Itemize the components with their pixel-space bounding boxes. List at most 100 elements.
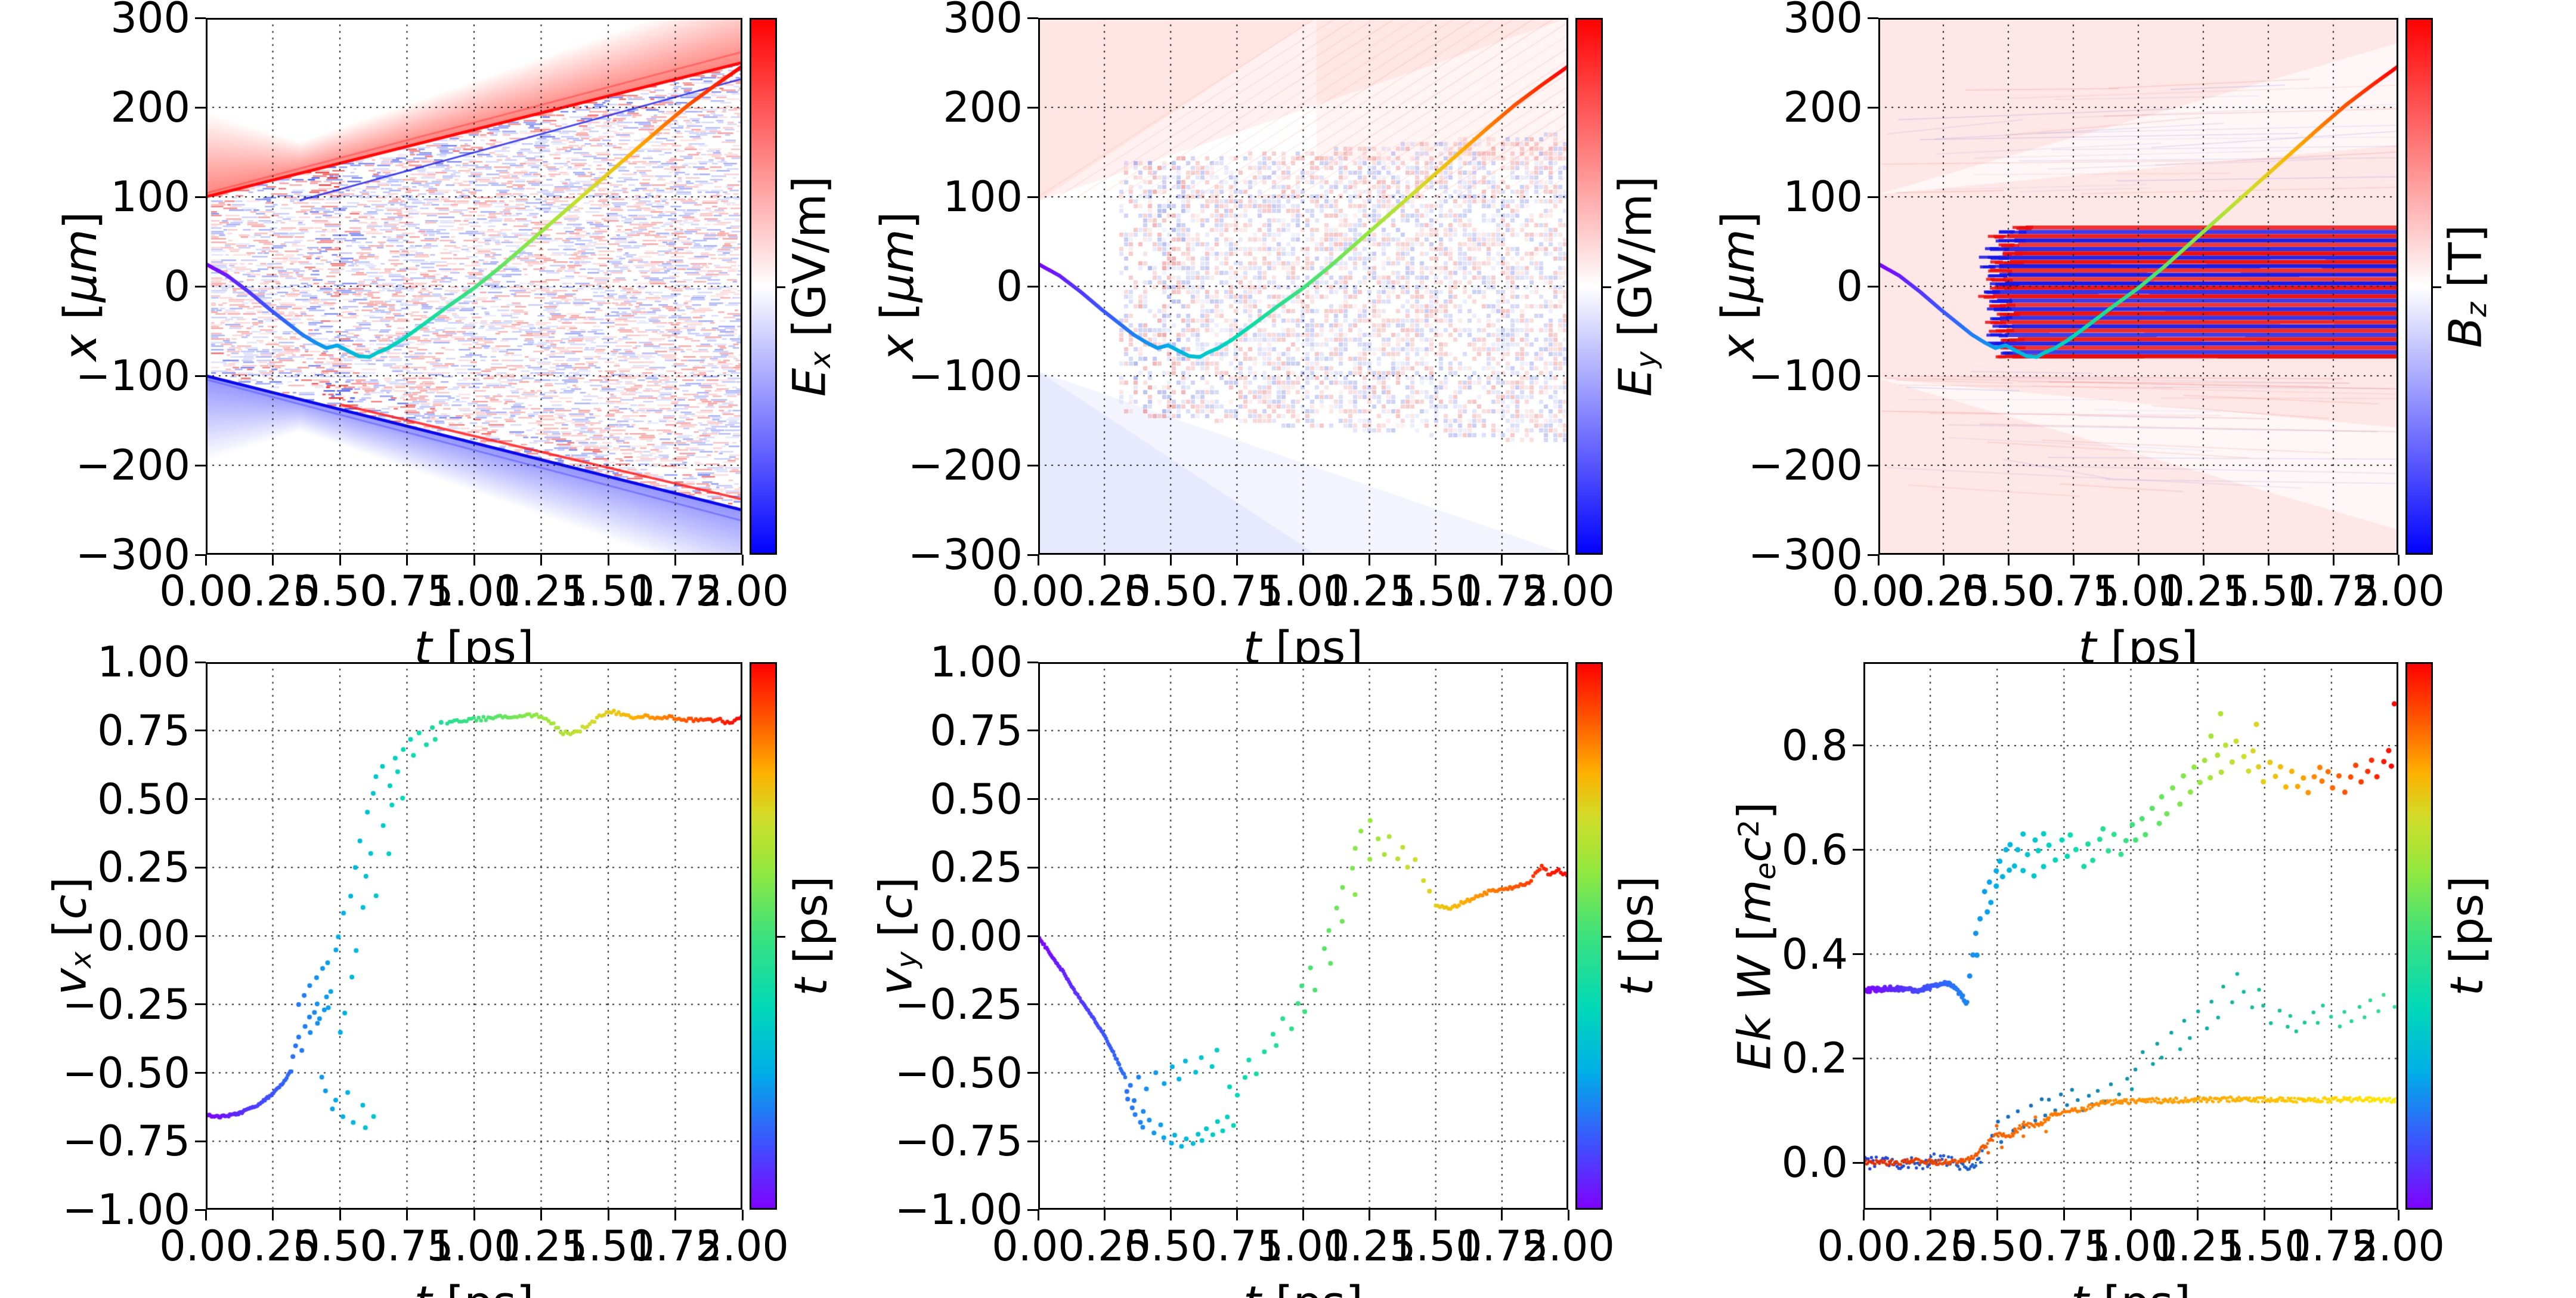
y-tick-label: 100 [1783, 172, 1863, 221]
x-tick-mark [1103, 555, 1106, 565]
y-tick-mark [1868, 285, 1878, 288]
label-segment: [ps] [784, 876, 837, 978]
y-tick-mark [195, 935, 206, 937]
colorbar-label-Bz-field: Bz [T] [2439, 225, 2494, 348]
x-tick-label: 2.00 [696, 1222, 789, 1271]
x-tick-label: 0.00 [1832, 567, 1925, 616]
x-tick-label: 0.50 [1962, 567, 2055, 616]
label-segment: z [2460, 302, 2494, 317]
label-segment: t [1243, 1276, 1261, 1298]
y-axis-label-Ey-field: x [μm] [871, 212, 924, 361]
label-segment: ] [869, 876, 922, 895]
x-tick-label: 0.25 [1884, 1222, 1977, 1271]
x-tick-label: 0.75 [360, 567, 454, 616]
y-tick-mark [1027, 730, 1038, 732]
x-tick-label: 1.75 [1455, 567, 1549, 616]
label-segment: [ [54, 302, 107, 335]
x-tick-label: 0.25 [1897, 567, 1990, 616]
y-tick-mark [195, 1072, 206, 1074]
x-tick-label: 1.50 [562, 1222, 655, 1271]
x-tick-label: 0.25 [1058, 1222, 1151, 1271]
x-tick-label: 0.75 [2017, 1222, 2111, 1271]
label-segment: x [871, 334, 924, 361]
x-tick-mark [1103, 1210, 1106, 1220]
colorbar-label-vy-scatter: t [ps] [1610, 876, 1663, 996]
x-axis-label-EkW-scatter: t [ps] [2071, 1280, 2191, 1298]
x-tick-mark [2063, 1210, 2065, 1220]
y-tick-label: 0.50 [930, 774, 1023, 824]
label-segment: μm [1711, 229, 1764, 302]
x-tick-mark [1567, 555, 1569, 565]
x-tick-mark [2397, 1210, 2399, 1220]
y-tick-mark [1853, 744, 1863, 747]
x-tick-mark [1877, 555, 1880, 565]
plot-frame-Ex-field [206, 18, 742, 555]
x-tick-mark [1368, 1210, 1371, 1220]
x-tick-mark [339, 555, 341, 565]
label-segment: ] [871, 211, 924, 230]
plot-frame-EkW-scatter [1863, 662, 2398, 1210]
x-tick-label: 1.75 [628, 1222, 722, 1271]
x-tick-mark [406, 555, 408, 565]
x-axis-label-vy-scatter: t [ps] [1243, 1280, 1363, 1298]
x-tick-mark [741, 1210, 744, 1220]
x-tick-label: 0.25 [1058, 567, 1151, 616]
x-tick-label: 0.25 [226, 1222, 320, 1271]
x-tick-label: 1.50 [2218, 1222, 2311, 1271]
x-tick-label: 1.25 [494, 567, 588, 616]
label-segment: t [784, 978, 837, 996]
plot-area-Ex-field [206, 18, 742, 555]
label-segment: v [43, 968, 97, 996]
x-tick-mark [607, 555, 609, 565]
x-tick-label: 1.75 [2284, 1222, 2378, 1271]
label-segment: m [1727, 879, 1781, 924]
y-tick-label: 0.25 [930, 843, 1023, 892]
x-tick-label: 0.75 [2027, 567, 2120, 616]
x-tick-mark [1942, 555, 1945, 565]
x-tick-mark [540, 1210, 542, 1220]
label-segment: ] [1711, 211, 1764, 230]
x-tick-mark [2197, 1210, 2199, 1220]
y-tick-label: −100 [1748, 351, 1863, 400]
colorbar-mid-tick [777, 286, 785, 288]
x-tick-mark [1929, 1210, 1931, 1220]
colorbar-Bz-field [2405, 18, 2433, 555]
y-tick-mark [1027, 285, 1038, 288]
y-tick-mark [195, 285, 206, 288]
label-segment: [ps] [2440, 876, 2493, 978]
y-tick-label: −200 [1748, 441, 1863, 490]
y-tick-label: 0.0 [1781, 1138, 1848, 1188]
y-tick-mark [1027, 935, 1038, 937]
plot-area-EkW-scatter [1863, 662, 2398, 1210]
y-tick-label: 0.00 [930, 911, 1023, 960]
y-tick-label: 200 [943, 83, 1023, 132]
x-tick-label: 1.25 [2151, 1222, 2244, 1271]
x-tick-mark [741, 555, 744, 565]
y-tick-mark [195, 375, 206, 377]
label-segment: e [1750, 862, 1783, 880]
label-segment: [ps] [1261, 1276, 1363, 1298]
label-segment: [ps] [1610, 876, 1663, 978]
y-tick-mark [1027, 375, 1038, 377]
x-tick-label: 0.00 [992, 1222, 1085, 1271]
x-tick-label: 0.75 [1190, 567, 1284, 616]
x-tick-mark [674, 1210, 676, 1220]
x-tick-label: 0.50 [1950, 1222, 2044, 1271]
y-tick-mark [1853, 849, 1863, 851]
y-tick-label: 0 [163, 262, 190, 311]
colorbar-EkW-scatter [2405, 662, 2433, 1210]
label-segment: μm [871, 229, 924, 302]
x-tick-mark [406, 1210, 408, 1220]
x-tick-mark [1169, 555, 1172, 565]
plot-area-vy-scatter [1038, 662, 1568, 1210]
label-segment: [GV/m] [1608, 176, 1662, 352]
x-tick-label: 0.00 [992, 567, 1085, 616]
x-tick-label: 0.00 [159, 1222, 252, 1271]
colorbar-mid-tick [2433, 936, 2441, 938]
x-axis-label-vx-scatter: t [ps] [414, 1280, 534, 1298]
y-tick-mark [195, 866, 206, 869]
colorbar-label-Ex-field: Ex [GV/m] [783, 176, 837, 397]
y-tick-label: 0 [996, 262, 1023, 311]
y-tick-mark [195, 196, 206, 198]
x-tick-mark [205, 555, 207, 565]
